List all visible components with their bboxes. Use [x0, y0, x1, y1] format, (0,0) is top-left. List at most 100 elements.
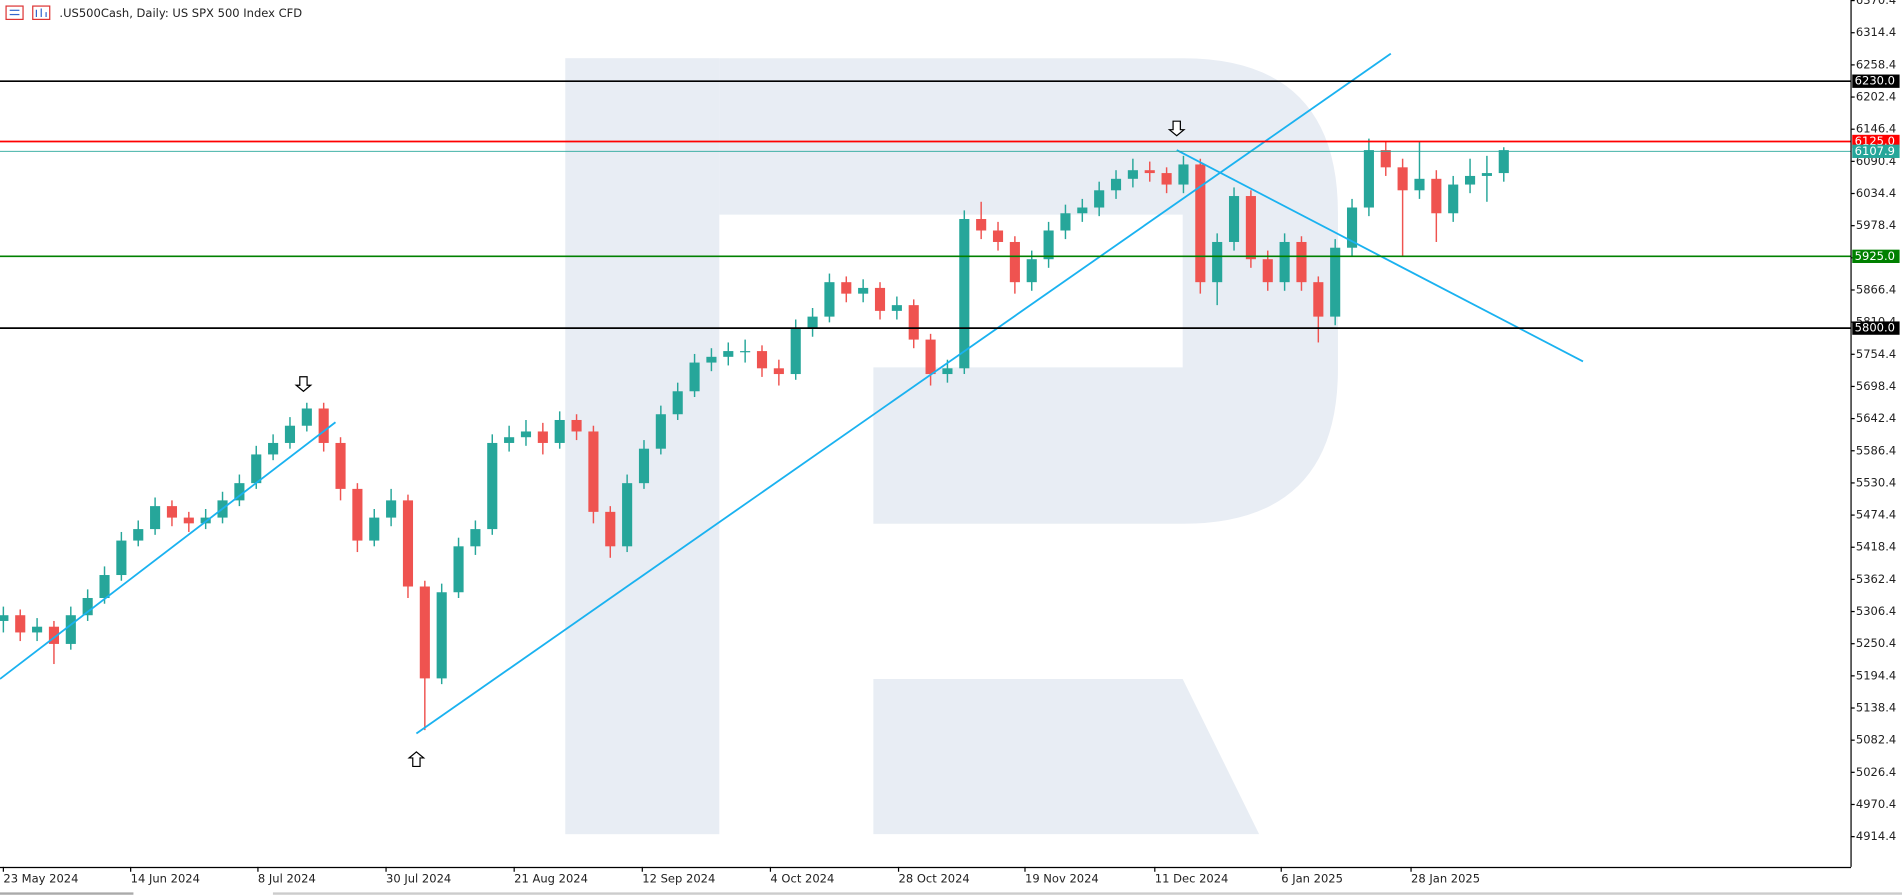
candle-body [1228, 196, 1240, 242]
candle-body [773, 368, 784, 375]
candle-body [925, 339, 936, 375]
x-tick-label: 28 Oct 2024 [899, 872, 970, 886]
y-tick-label: 5586.4 [1856, 443, 1896, 457]
candle-body [1448, 184, 1459, 214]
candle-body [588, 431, 599, 512]
candle-body [82, 597, 93, 616]
x-tick-label: 30 Jul 2024 [386, 872, 451, 886]
candle-body [318, 408, 329, 443]
x-tick-label: 28 Jan 2025 [1411, 872, 1480, 886]
candle-body [453, 546, 464, 593]
candle-body [706, 356, 717, 363]
y-tick-label: 5194.4 [1856, 668, 1896, 682]
x-tick-label: 23 May 2024 [3, 872, 78, 886]
y-tick-label: 5138.4 [1856, 701, 1896, 715]
level-label: 6125.0 [1855, 134, 1895, 148]
candle-body [32, 626, 43, 633]
y-tick-label: 6258.4 [1856, 57, 1896, 71]
candle-body [116, 540, 127, 576]
candle-body [487, 442, 498, 530]
candle-body [133, 529, 144, 541]
y-tick-label: 6370.4 [1856, 0, 1896, 7]
candle-body [1060, 213, 1071, 231]
candle-body [1245, 196, 1256, 260]
y-tick-label: 6202.4 [1856, 90, 1896, 104]
x-tick-label: 21 Aug 2024 [514, 872, 588, 886]
level-label: 5800.0 [1855, 321, 1895, 335]
candle-body [655, 414, 666, 449]
candle-body [908, 305, 919, 340]
trendline [415, 52, 1392, 735]
candle-body [1296, 241, 1307, 283]
y-tick-label: 5978.4 [1856, 218, 1896, 232]
candle-body [284, 425, 296, 443]
candle-body [15, 615, 26, 633]
candle-body [1161, 173, 1172, 185]
level-label-bg [1852, 74, 1900, 88]
icon-list[interactable] [5, 5, 24, 21]
candle-body [1414, 178, 1425, 191]
candle-body [571, 419, 582, 432]
candle-body [1363, 150, 1374, 208]
candle-body [554, 419, 565, 443]
y-tick-label: 5530.4 [1856, 475, 1896, 489]
candle-body [470, 529, 481, 547]
candle-body [841, 282, 852, 294]
candle-body [992, 230, 1004, 242]
candle-body [1195, 164, 1206, 283]
level-label-bg [1852, 144, 1900, 158]
candle-body [335, 442, 346, 489]
candle-body [942, 368, 953, 375]
x-tick-label: 19 Nov 2024 [1025, 872, 1099, 886]
y-tick-label: 5082.4 [1856, 733, 1896, 747]
y-tick-label: 5362.4 [1856, 572, 1896, 586]
candle-body [166, 506, 178, 518]
candle-body [622, 483, 633, 547]
candle-body [234, 483, 245, 501]
candle-body [891, 305, 902, 311]
arrow [407, 751, 426, 768]
candle-body [419, 586, 430, 679]
candle-body [352, 488, 363, 541]
candle-body [402, 500, 414, 587]
x-tick-label: 11 Dec 2024 [1155, 872, 1229, 886]
candle-body [1043, 230, 1054, 260]
candle-body [790, 328, 801, 375]
y-tick-label: 5418.4 [1856, 540, 1896, 554]
trendline [0, 421, 337, 680]
candle-body [1330, 247, 1341, 317]
candle-body [1498, 150, 1509, 174]
y-tick-label: 6146.4 [1856, 122, 1896, 136]
candle-body [48, 626, 60, 644]
x-tick-label: 8 Jul 2024 [258, 872, 316, 886]
arrow [1167, 120, 1186, 137]
icon-bars [35, 8, 47, 17]
plot [0, 52, 1852, 768]
y-tick-label: 6314.4 [1856, 25, 1896, 39]
header-icons [5, 5, 51, 21]
candle-body [1094, 190, 1105, 208]
x-tick-label: 4 Oct 2024 [770, 872, 834, 886]
candle-body [807, 316, 818, 329]
candle-body [723, 351, 734, 357]
level-label: 6107.9 [1855, 144, 1895, 158]
y-tick-label: 5698.4 [1856, 379, 1896, 393]
candle-body [1464, 175, 1476, 185]
candle-body [976, 219, 987, 231]
candle-body [1279, 241, 1290, 283]
candle-body [874, 287, 886, 311]
candle-body [605, 511, 616, 547]
candle-body [1127, 170, 1138, 179]
x-tick-label: 14 Jun 2024 [131, 872, 200, 886]
level-label-bg [1852, 321, 1900, 335]
candle-body [672, 391, 683, 415]
candle-body [1026, 259, 1037, 283]
chart-title: .US500Cash, Daily: US SPX 500 Index CFD [59, 6, 302, 20]
candle-body [1346, 207, 1358, 248]
y-tick-label: 4914.4 [1856, 829, 1896, 843]
candle-body [520, 431, 532, 438]
candle-body [150, 506, 161, 530]
y-tick-label: 5306.4 [1856, 604, 1896, 618]
candle-body [301, 408, 312, 426]
